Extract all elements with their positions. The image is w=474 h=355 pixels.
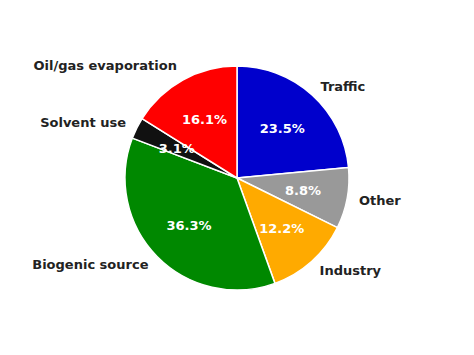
category-label: Solvent use [40,115,126,130]
category-label: Other [359,193,401,208]
category-label: Industry [320,263,382,278]
data-label: 16.1% [182,112,227,127]
chart: 23.5% Traffic 8.8% Other 12.2% Industry 36.3% B… [0,0,474,355]
pie-slice [142,66,237,178]
category-label: Traffic [320,79,365,94]
labels: 23.5% Traffic 8.8% Other 12.2% Industry 36.3% B… [32,58,401,278]
data-label: 3.1% [159,141,195,156]
category-label: Oil/gas evaporation [34,58,177,73]
data-label: 36.3% [166,218,211,233]
data-label: 8.8% [285,183,321,198]
data-label: 23.5% [260,121,305,136]
wedges [125,66,349,290]
data-label: 12.2% [259,221,304,236]
category-label: Biogenic source [32,257,148,272]
